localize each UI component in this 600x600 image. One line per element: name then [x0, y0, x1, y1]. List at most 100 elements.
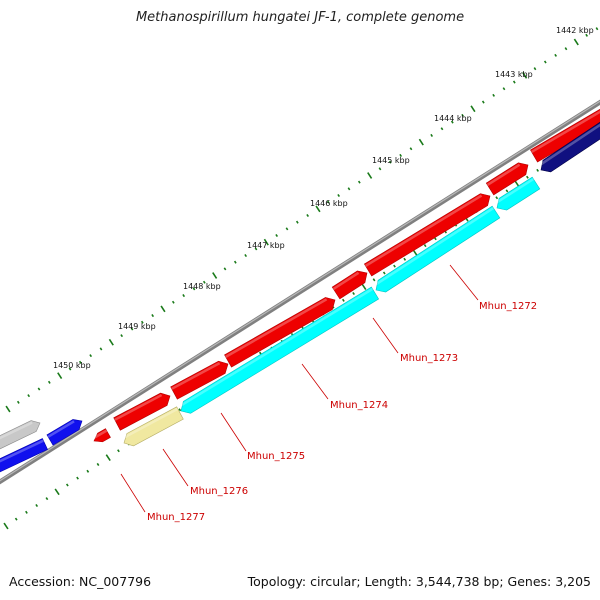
minor-tick — [595, 27, 599, 31]
callout-line — [162, 448, 189, 487]
gene-reverse-small — [92, 428, 111, 443]
tick-label: 1448 kbp — [183, 282, 221, 291]
major-tick — [108, 338, 114, 346]
minor-tick — [347, 187, 351, 191]
minor-tick — [388, 160, 392, 164]
minor-tick — [16, 400, 20, 404]
minor-tick — [68, 367, 72, 371]
minor-tick — [492, 93, 496, 97]
minor-tick — [27, 394, 31, 398]
gene-label: Mhun_1275 — [247, 451, 305, 462]
minor-tick — [86, 469, 90, 473]
minor-tick — [382, 271, 386, 275]
minor-tick — [14, 517, 18, 521]
tick-label: 1445 kbp — [372, 156, 410, 165]
major-tick — [263, 238, 269, 246]
map-title: Methanospirillum hungatei JF-1, complete… — [135, 10, 465, 25]
major-tick — [573, 38, 579, 46]
tick-label: 1443 kbp — [495, 70, 533, 79]
gene-callout: Mhun_1273 — [372, 317, 458, 364]
minor-tick — [89, 354, 93, 358]
gene-label: Mhun_1277 — [147, 512, 205, 523]
inner-tick-ruler — [3, 134, 591, 530]
minor-tick — [202, 280, 206, 284]
minor-tick — [151, 314, 155, 318]
major-tick — [367, 172, 373, 179]
minor-tick — [554, 53, 558, 57]
minor-tick — [117, 449, 120, 453]
gene-forward-3 — [224, 297, 336, 368]
minor-tick — [434, 237, 437, 241]
minor-tick — [409, 147, 413, 151]
minor-tick — [512, 80, 516, 84]
minor-tick — [37, 387, 41, 391]
minor-tick — [403, 257, 407, 261]
gene-reverse-cds-2 — [372, 205, 501, 293]
major-tick — [522, 71, 528, 79]
major-tick — [3, 522, 9, 530]
minor-tick — [35, 503, 39, 508]
minor-tick — [533, 67, 537, 71]
tick-label: 1447 kbp — [247, 241, 285, 250]
minor-tick — [171, 300, 175, 304]
minor-tick — [502, 87, 506, 91]
minor-tick — [244, 254, 248, 258]
gene-callout: Mhun_1274 — [301, 363, 388, 411]
minor-tick — [96, 462, 100, 466]
major-tick — [315, 205, 321, 213]
callout-line — [120, 473, 146, 513]
minor-tick — [306, 213, 310, 218]
major-tick — [5, 405, 11, 413]
minor-tick — [423, 244, 427, 248]
tick-label: 1446 kbp — [310, 199, 348, 208]
major-tick — [105, 454, 111, 461]
minor-tick — [233, 260, 237, 264]
minor-tick — [440, 127, 444, 131]
minor-tick — [120, 334, 124, 338]
minor-tick — [430, 133, 434, 137]
minor-tick — [536, 168, 540, 172]
gene-label: Mhun_1273 — [400, 353, 458, 364]
minor-tick — [295, 220, 299, 224]
genome-info-text: Topology: circular; Length: 3,544,738 bp… — [247, 574, 591, 589]
gene-reverse-cds-1 — [177, 286, 380, 414]
minor-tick — [585, 33, 589, 37]
minor-tick — [285, 227, 289, 231]
minor-tick — [130, 327, 134, 331]
minor-tick — [140, 320, 144, 324]
feature-forward-blue — [46, 419, 83, 446]
gene-label: Mhun_1276 — [190, 486, 248, 497]
gene-callout: Mhun_1277 — [120, 473, 205, 523]
gene-reverse-rna — [121, 406, 184, 447]
minor-tick — [564, 47, 568, 51]
minor-tick — [481, 100, 485, 104]
minor-tick — [378, 167, 382, 171]
tick-labels: 1442 kbp 1443 kbp 1444 kbp 1445 kbp 1446 kbp… — [53, 26, 594, 370]
minor-tick — [352, 291, 355, 296]
gene-label: Mhun_1272 — [479, 301, 537, 312]
minor-tick — [223, 267, 227, 271]
major-tick — [54, 488, 60, 496]
minor-tick — [543, 60, 547, 64]
gene-forward-4 — [331, 270, 368, 300]
major-tick — [160, 305, 166, 313]
gene-forward-6 — [485, 162, 529, 196]
callout-line — [449, 264, 479, 301]
minor-tick — [76, 476, 79, 480]
gene-forward-2 — [170, 360, 229, 400]
major-tick — [418, 138, 424, 146]
feature-reverse-blue — [0, 438, 48, 473]
genome-backbone — [0, 99, 600, 485]
callout-line — [372, 317, 399, 354]
tick-label: 1444 kbp — [434, 114, 472, 123]
minor-tick — [254, 247, 258, 251]
minor-tick — [526, 175, 529, 179]
gene-callout: Mhun_1276 — [162, 448, 248, 497]
minor-tick — [78, 360, 82, 364]
minor-tick — [399, 153, 403, 157]
minor-tick — [192, 287, 196, 291]
feature-track — [0, 99, 600, 485]
minor-tick — [450, 120, 454, 124]
